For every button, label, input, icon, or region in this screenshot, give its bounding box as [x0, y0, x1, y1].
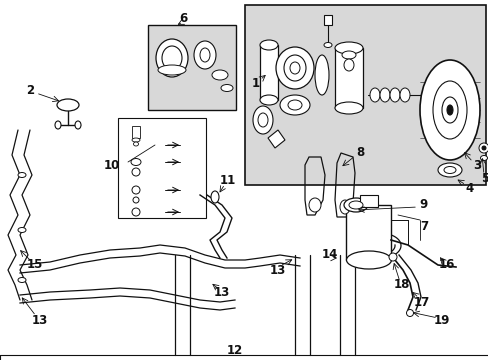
Ellipse shape [432, 81, 466, 139]
Ellipse shape [18, 278, 26, 283]
Text: 7: 7 [419, 220, 427, 233]
Ellipse shape [406, 310, 413, 316]
Ellipse shape [379, 88, 389, 102]
Bar [324, 15, 331, 25]
Text: 19: 19 [433, 314, 449, 327]
Bar [148, 25, 236, 110]
Text: 1: 1 [251, 77, 260, 90]
Text: 12: 12 [226, 343, 243, 356]
Text: 13: 13 [213, 287, 230, 300]
Ellipse shape [399, 88, 409, 102]
Ellipse shape [57, 99, 79, 111]
Ellipse shape [348, 201, 362, 209]
Ellipse shape [314, 55, 328, 95]
Ellipse shape [18, 172, 26, 177]
Ellipse shape [437, 163, 461, 177]
Ellipse shape [162, 46, 182, 70]
Ellipse shape [75, 121, 81, 129]
Ellipse shape [388, 253, 396, 261]
Bar [359, 195, 377, 207]
Ellipse shape [339, 200, 349, 214]
Ellipse shape [258, 113, 267, 127]
Ellipse shape [18, 228, 26, 233]
Ellipse shape [156, 39, 187, 77]
Ellipse shape [131, 158, 141, 166]
Text: 6: 6 [179, 12, 187, 24]
Ellipse shape [343, 198, 367, 212]
Ellipse shape [280, 95, 309, 115]
Ellipse shape [133, 142, 138, 146]
Ellipse shape [252, 106, 272, 134]
Ellipse shape [443, 166, 455, 174]
Ellipse shape [324, 42, 331, 48]
Ellipse shape [446, 105, 452, 115]
Text: 11: 11 [220, 174, 236, 186]
Ellipse shape [308, 198, 320, 212]
Text: 18: 18 [393, 279, 409, 292]
Ellipse shape [481, 146, 485, 150]
Text: 9: 9 [419, 198, 427, 211]
Ellipse shape [419, 60, 479, 160]
Text: 8: 8 [355, 145, 364, 158]
Ellipse shape [221, 85, 232, 91]
Ellipse shape [210, 191, 219, 203]
Ellipse shape [369, 88, 379, 102]
Ellipse shape [132, 168, 140, 176]
Ellipse shape [260, 40, 278, 50]
Text: 13: 13 [32, 314, 48, 327]
Ellipse shape [334, 102, 362, 114]
Text: 16: 16 [438, 258, 454, 271]
Ellipse shape [132, 208, 140, 216]
Ellipse shape [132, 186, 140, 194]
Ellipse shape [289, 62, 299, 74]
Ellipse shape [480, 156, 487, 161]
Bar [244, 5, 485, 185]
Text: 13: 13 [269, 264, 285, 276]
Ellipse shape [441, 97, 457, 123]
Ellipse shape [287, 100, 302, 110]
Ellipse shape [132, 138, 140, 142]
Bar [132, 126, 140, 138]
Ellipse shape [334, 42, 362, 54]
Ellipse shape [194, 41, 216, 69]
Ellipse shape [275, 47, 313, 89]
Ellipse shape [133, 197, 139, 203]
Text: 2: 2 [26, 84, 34, 96]
Ellipse shape [284, 55, 305, 81]
Text: 14: 14 [321, 248, 338, 261]
Text: 17: 17 [413, 296, 429, 309]
Polygon shape [267, 130, 285, 148]
Bar [346, 205, 390, 260]
Text: 10: 10 [103, 158, 120, 171]
Ellipse shape [389, 88, 399, 102]
Ellipse shape [346, 251, 391, 269]
Bar [118, 118, 205, 218]
Bar [260, 45, 278, 100]
Text: 3: 3 [472, 158, 480, 171]
Text: 4: 4 [465, 181, 473, 194]
Text: 5: 5 [480, 171, 488, 185]
Ellipse shape [478, 143, 488, 153]
Bar [334, 48, 362, 108]
Ellipse shape [55, 121, 61, 129]
Ellipse shape [200, 48, 209, 62]
Ellipse shape [212, 70, 227, 80]
Text: 15: 15 [27, 258, 43, 271]
Ellipse shape [343, 59, 353, 71]
Ellipse shape [260, 95, 278, 105]
Ellipse shape [158, 65, 185, 75]
Ellipse shape [341, 51, 355, 59]
